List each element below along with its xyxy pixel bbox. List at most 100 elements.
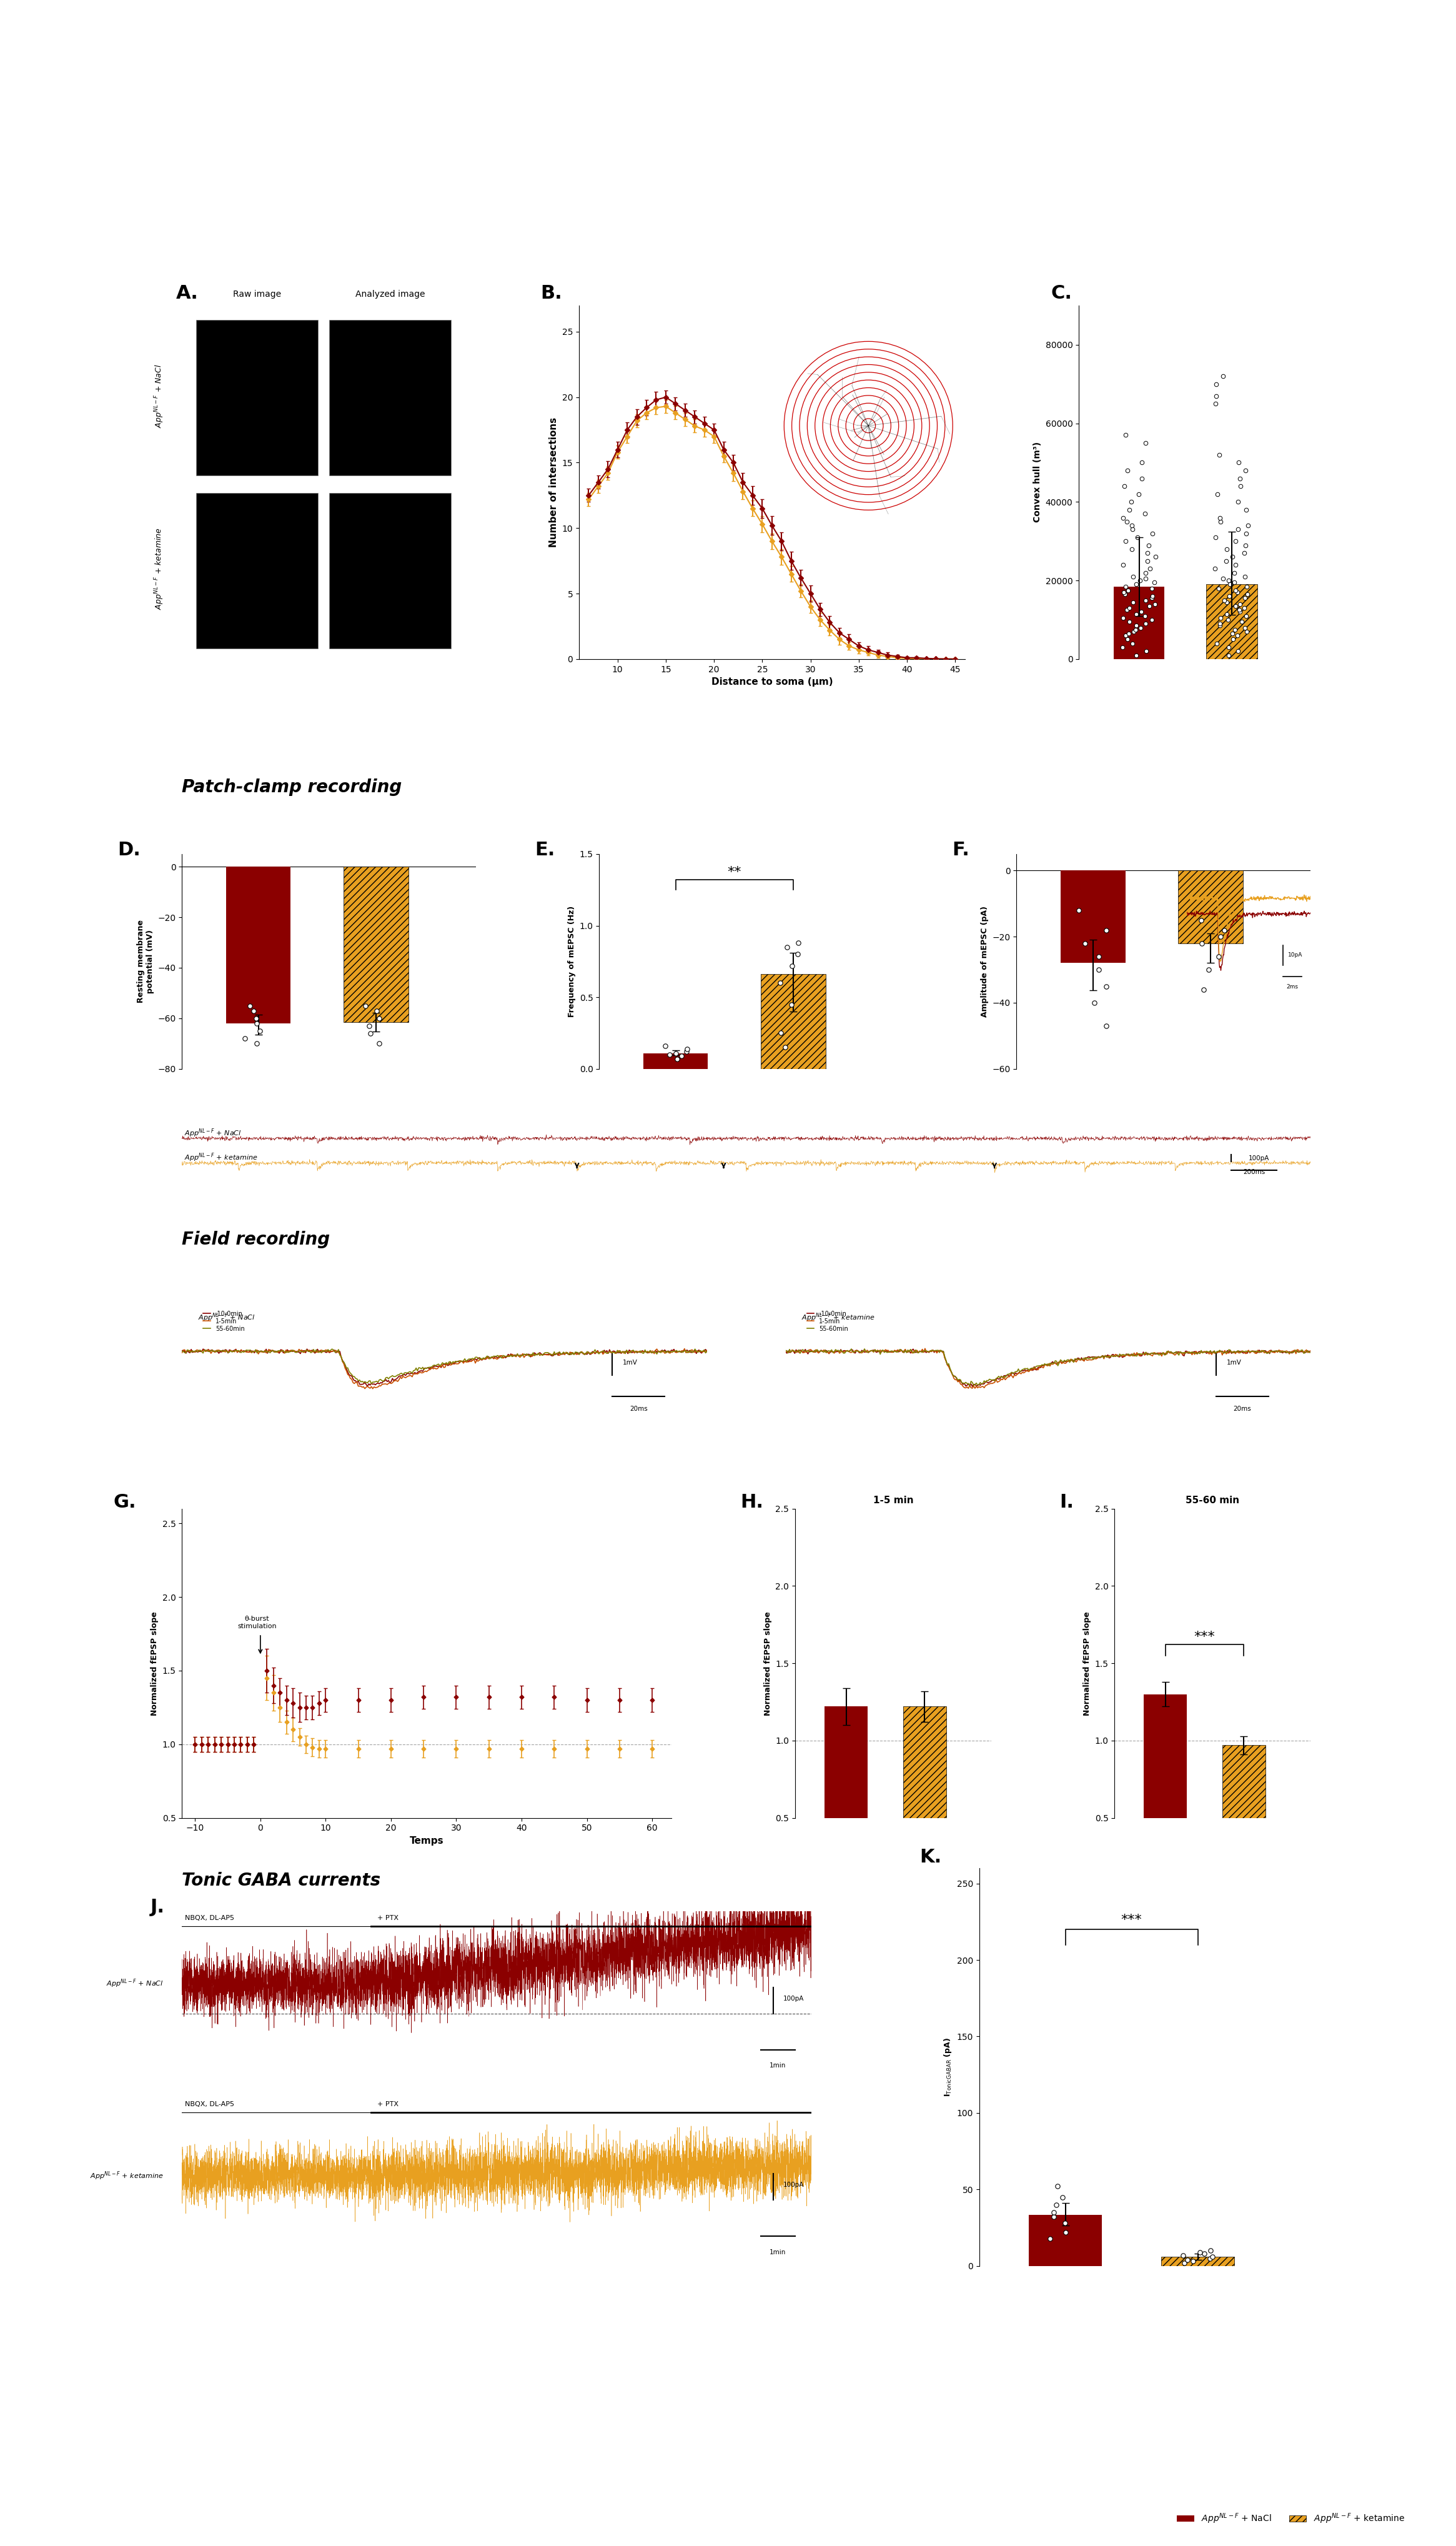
Point bbox=[1134, 558, 1158, 598]
Text: G.: G. bbox=[114, 1492, 137, 1512]
Y-axis label: Normalized fEPSP slope: Normalized fEPSP slope bbox=[150, 1612, 159, 1716]
Point bbox=[1051, 2177, 1075, 2218]
Point bbox=[1115, 619, 1139, 659]
1-5min bbox=[236, 1337, 253, 1367]
Point bbox=[1143, 563, 1166, 603]
Point bbox=[1172, 2235, 1195, 2276]
Point bbox=[1115, 591, 1139, 631]
55-60min bbox=[507, 1339, 524, 1370]
Point bbox=[1207, 937, 1230, 978]
-10-0min bbox=[358, 1372, 376, 1403]
Point bbox=[1123, 611, 1146, 652]
Point bbox=[786, 922, 810, 962]
Point bbox=[665, 1039, 689, 1080]
Point bbox=[1222, 619, 1245, 659]
-10-0min bbox=[236, 1337, 253, 1367]
55-60min bbox=[236, 1337, 253, 1367]
Point bbox=[1235, 611, 1258, 652]
Bar bbox=[824, 1706, 868, 1894]
Point bbox=[1136, 540, 1159, 580]
Point bbox=[1120, 504, 1143, 545]
1-5min bbox=[960, 1372, 977, 1403]
Point bbox=[358, 1006, 381, 1046]
Point bbox=[1220, 614, 1243, 654]
Text: I.: I. bbox=[1060, 1492, 1075, 1512]
1-5min bbox=[1160, 1337, 1178, 1367]
Point bbox=[1134, 552, 1158, 593]
Point bbox=[1038, 2218, 1061, 2258]
Point bbox=[1134, 580, 1158, 621]
Point bbox=[1208, 598, 1232, 639]
Point bbox=[1042, 2197, 1066, 2238]
Point bbox=[769, 1013, 792, 1054]
Point bbox=[1042, 2192, 1066, 2233]
Point bbox=[1222, 537, 1245, 578]
Point bbox=[1204, 384, 1227, 425]
Point bbox=[248, 1011, 271, 1051]
Text: 1mV: 1mV bbox=[623, 1360, 638, 1365]
55-60min bbox=[987, 1362, 1005, 1393]
Point bbox=[1117, 570, 1140, 611]
55-60min bbox=[558, 1339, 575, 1370]
Text: $App^{NL-F}$ + NaCl: $App^{NL-F}$ + NaCl bbox=[198, 1311, 255, 1324]
Point bbox=[1207, 435, 1230, 476]
-10-0min bbox=[1159, 1337, 1176, 1367]
55-60min bbox=[1160, 1337, 1178, 1367]
Point bbox=[365, 990, 389, 1031]
1-5min bbox=[778, 1337, 795, 1367]
-10-0min bbox=[298, 1334, 316, 1365]
Text: $App^{NL-F}$ + ketamine: $App^{NL-F}$ + ketamine bbox=[801, 1311, 875, 1324]
Bar bbox=[644, 1054, 708, 1069]
Point bbox=[1115, 502, 1139, 542]
Point bbox=[1216, 530, 1239, 570]
Text: J.: J. bbox=[150, 1899, 165, 1917]
55-60min bbox=[323, 1334, 341, 1365]
Point bbox=[1235, 512, 1258, 552]
Point bbox=[1143, 583, 1166, 624]
Text: 100pA: 100pA bbox=[783, 1996, 804, 2001]
Y-axis label: Amplitude of mEPSC (pA): Amplitude of mEPSC (pA) bbox=[980, 906, 989, 1016]
Point bbox=[1208, 496, 1232, 537]
1-5min bbox=[344, 1367, 361, 1398]
55-60min bbox=[961, 1370, 978, 1400]
1-5min bbox=[676, 1334, 693, 1365]
55-60min bbox=[1159, 1337, 1176, 1367]
Point bbox=[1227, 443, 1251, 484]
55-60min bbox=[363, 1370, 380, 1400]
Point bbox=[1213, 580, 1236, 621]
Bar bbox=[761, 975, 826, 1069]
Text: 100pA: 100pA bbox=[1248, 1156, 1270, 1161]
Point bbox=[1112, 598, 1136, 639]
55-60min bbox=[555, 1337, 572, 1367]
55-60min bbox=[843, 1334, 860, 1365]
Point bbox=[1208, 917, 1232, 957]
Bar bbox=[197, 321, 317, 476]
Point bbox=[1236, 573, 1259, 614]
Point bbox=[245, 1003, 268, 1044]
55-60min bbox=[697, 1337, 715, 1367]
Y-axis label: Resting membrane
potential (mV): Resting membrane potential (mV) bbox=[137, 919, 154, 1003]
1-5min bbox=[916, 1334, 933, 1365]
Point bbox=[1223, 608, 1246, 649]
Point bbox=[676, 1031, 699, 1072]
Point bbox=[1111, 545, 1134, 586]
-10-0min bbox=[1302, 1337, 1319, 1367]
Point bbox=[1201, 2235, 1224, 2276]
Point bbox=[780, 985, 804, 1026]
Point bbox=[1134, 631, 1158, 672]
Point bbox=[1133, 596, 1156, 636]
-10-0min bbox=[558, 1337, 575, 1367]
Point bbox=[1175, 2240, 1198, 2281]
Y-axis label: I$_{\rm TonicGABAR}$ (pA): I$_{\rm TonicGABAR}$ (pA) bbox=[942, 2037, 954, 2098]
Point bbox=[1114, 415, 1137, 456]
-10-0min bbox=[949, 1365, 967, 1395]
Point bbox=[654, 1026, 677, 1067]
Point bbox=[1114, 565, 1137, 606]
Point bbox=[1224, 570, 1248, 611]
Point bbox=[1229, 583, 1252, 624]
Point bbox=[1139, 547, 1162, 588]
Point bbox=[1235, 565, 1258, 606]
-10-0min bbox=[555, 1339, 572, 1370]
Point bbox=[1130, 591, 1153, 631]
Point bbox=[1095, 1006, 1118, 1046]
